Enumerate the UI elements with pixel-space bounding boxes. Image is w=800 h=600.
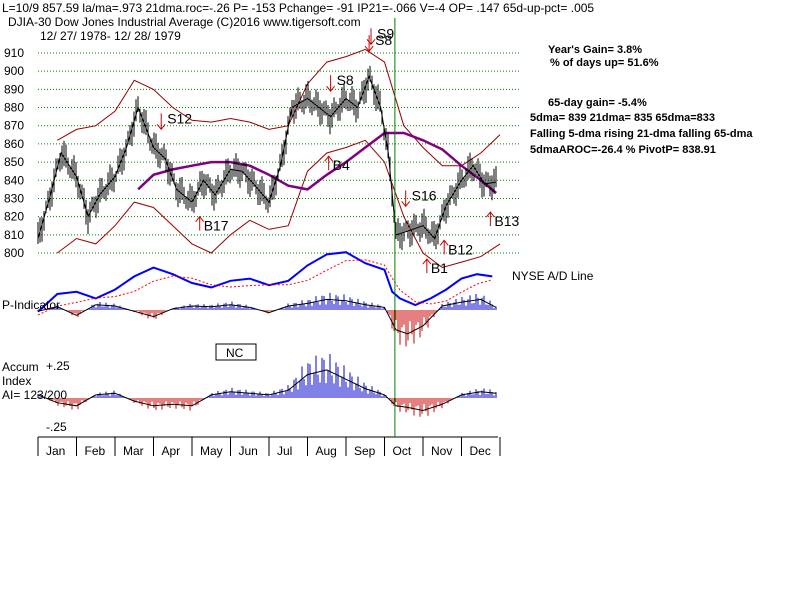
y-tick-label: 900 (4, 64, 24, 78)
month-label: Oct (393, 444, 412, 458)
sell-signal-label: S12 (167, 110, 192, 126)
sell-signal-label: S8 (337, 72, 354, 88)
price-grid (38, 52, 520, 254)
header-line1: L=10/9 857.59 la/ma=.973 21dma.roc=-.26 … (2, 1, 594, 15)
buy-signal-label: B1 (431, 260, 448, 276)
y-tick-label: 810 (4, 228, 24, 242)
buy-signal-label: B4 (333, 157, 350, 173)
p-indicator-ma-line (37, 298, 497, 335)
dma-trend: Falling 5-dma rising 21-dma falling 65-d… (530, 128, 753, 140)
month-label: Dec (470, 444, 491, 458)
buy-arrow-head (195, 215, 205, 222)
y-tick-label: 910 (4, 46, 24, 60)
dma-values: 5dma= 839 21dma= 835 65dma=833 (530, 112, 715, 124)
buy-arrow-head (485, 211, 495, 218)
month-label: Sep (354, 444, 376, 458)
price-close-line (37, 75, 497, 240)
y-tick-label: 800 (4, 246, 24, 260)
buy-signal-label: B17 (204, 218, 229, 234)
nc-label: NC (226, 346, 244, 360)
month-ticks: Jan Feb Mar Apr May Jun Jul Aug Sep Oct Nov Dec (37, 437, 501, 458)
accum-plus25: +.25 (46, 359, 70, 373)
upper-band-line (57, 48, 501, 167)
sell-arrow-head (326, 85, 335, 92)
y-tick-label: 830 (4, 191, 24, 205)
y-tick-label: 890 (4, 82, 24, 96)
y-tick-label: 840 (4, 173, 24, 187)
accum-ma-line (37, 369, 497, 412)
month-label: Jun (239, 444, 258, 458)
series-lines (37, 48, 501, 412)
month-label: May (200, 444, 223, 458)
y-tick-label: 870 (4, 119, 24, 133)
ai-label: AI= 123/200 (2, 388, 67, 402)
accum-minus25: -.25 (46, 420, 67, 434)
month-label: Jul (277, 444, 292, 458)
sell-arrow-head (401, 201, 411, 208)
ad-line (37, 251, 493, 313)
aroc-pivot: 5dmaAROC=-26.4 % PivotP= 838.91 (530, 144, 716, 156)
sell-signal-label: S16 (412, 187, 437, 203)
header-line2: DJIA-30 Dow Jones Industrial Average (C)… (8, 15, 361, 29)
sell-arrow-head (366, 39, 376, 46)
month-label: Jan (46, 444, 65, 458)
pct-days-up: % of days up= 51.6% (550, 57, 659, 69)
sell-arrow-head (364, 45, 374, 52)
sell-signal-label: S8 (375, 32, 392, 48)
buy-arrow-head (324, 155, 334, 162)
month-label: Apr (162, 444, 181, 458)
lower-band-line (56, 139, 501, 269)
gain-65: 65-day gain= -5.4% (548, 97, 647, 109)
y-tick-label: 880 (4, 101, 24, 115)
y-tick-label: 820 (4, 210, 24, 224)
y-tick-label: 860 (4, 137, 24, 151)
nc-box (215, 343, 257, 361)
ma65-line (137, 131, 497, 194)
sell-signal-label: S9 (377, 25, 394, 41)
nyse-ad-label: NYSE A/D Line (512, 269, 594, 283)
buy-signal-label: B13 (494, 213, 519, 229)
price-y-ticks: 800 810 820 830 840 850 860 870 880 890 900 910 (4, 46, 24, 260)
buy-arrow-head (422, 258, 432, 265)
buy-signal-label: B12 (448, 241, 473, 257)
buy-arrow-head (439, 239, 449, 246)
month-label: Nov (431, 444, 452, 458)
header-line3: 12/ 27/ 1978- 12/ 28/ 1979 (40, 29, 181, 43)
month-label: Mar (123, 444, 144, 458)
month-label: Feb (85, 444, 106, 458)
accum-bars (37, 353, 497, 417)
years-gain: Year's Gain= 3.8% (548, 44, 642, 56)
y-tick-label: 850 (4, 155, 24, 169)
month-label: Aug (316, 444, 337, 458)
sell-arrow-head (156, 124, 166, 131)
accum-label: Accum (2, 360, 39, 374)
p-indicator-label: P-Indicator (2, 298, 60, 312)
index-label: Index (2, 374, 31, 388)
